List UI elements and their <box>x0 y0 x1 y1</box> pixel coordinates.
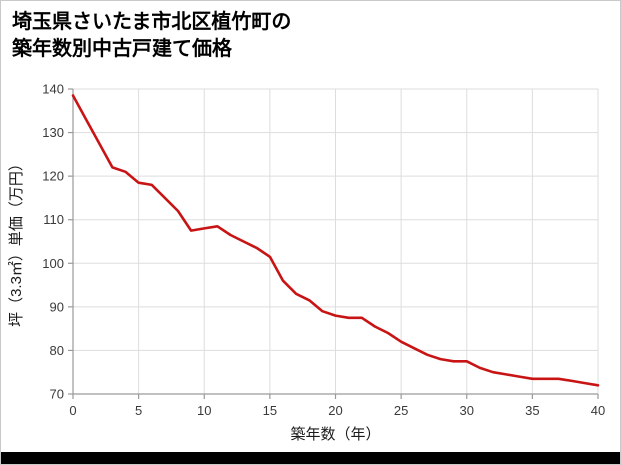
y-axis-label: 坪（3.3㎡）単価（万円） <box>8 156 25 327</box>
y-tick-label: 90 <box>50 299 64 314</box>
y-tick-label: 70 <box>50 387 64 402</box>
x-tick-label: 35 <box>525 403 539 418</box>
y-tick-label: 120 <box>42 169 64 184</box>
chart-title: 埼玉県さいたま市北区植竹町の 築年数別中古戸建て価格 <box>12 9 291 63</box>
x-tick-label: 10 <box>197 403 211 418</box>
y-tick-label: 110 <box>43 212 64 227</box>
grid-lines <box>72 88 599 395</box>
y-tick-labels: 70 80 90 100 110 120 130 140 <box>42 82 64 402</box>
y-tick-label: 80 <box>50 343 64 358</box>
axes <box>68 88 599 399</box>
x-axis-label: 築年数（年） <box>290 425 380 443</box>
x-tick-label: 30 <box>460 403 474 418</box>
y-tick-label: 140 <box>42 82 64 97</box>
x-tick-labels: 0 5 10 15 20 25 30 35 40 <box>69 403 605 418</box>
price-line-chart: 0 5 10 15 20 25 30 35 40 70 80 90 100 110 120 130 140 築年数… <box>8 82 605 444</box>
x-tick-label: 0 <box>69 403 76 418</box>
x-tick-label: 25 <box>394 403 408 418</box>
price-line <box>71 94 600 387</box>
chart-title-line2: 築年数別中古戸建て価格 <box>12 38 232 60</box>
x-tick-label: 15 <box>263 403 277 418</box>
x-tick-label: 20 <box>328 403 342 418</box>
x-tick-label: 40 <box>591 403 605 418</box>
y-tick-label: 130 <box>42 125 64 140</box>
y-tick-label: 100 <box>42 256 64 271</box>
x-tick-label: 5 <box>135 403 142 418</box>
chart-title-line1: 埼玉県さいたま市北区植竹町の <box>12 11 292 33</box>
bottom-black-bar <box>1 452 620 464</box>
